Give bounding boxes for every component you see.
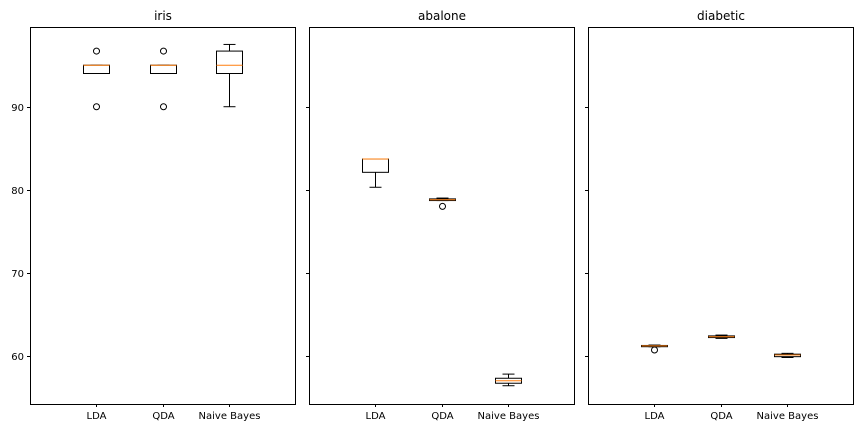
panel-frame (588, 27, 854, 405)
panel-title: iris (154, 9, 172, 23)
panel-title: diabetic (697, 9, 745, 23)
y-tick-label: 60 (11, 352, 24, 363)
box-iqr (216, 50, 243, 75)
x-tick-label: LDA (645, 411, 665, 422)
x-tick-label: LDA (87, 411, 107, 422)
outlier-point (93, 47, 100, 55)
box-lda (641, 344, 668, 354)
y-tick-label: 80 (11, 186, 24, 197)
box-lda (83, 47, 110, 111)
x-tick-label: Naive Bayes (757, 411, 819, 422)
outlier-point (160, 47, 167, 55)
box-lda (362, 158, 389, 188)
outlier-point (651, 346, 658, 354)
y-tick-label: 90 (11, 103, 24, 114)
panel-abalone (306, 27, 575, 407)
x-tick-label: QDA (152, 411, 174, 422)
panel-frame (309, 27, 575, 405)
box-naive-bayes (774, 352, 801, 358)
outlier-point (439, 202, 446, 210)
x-tick-label: LDA (366, 411, 386, 422)
box-iqr (83, 64, 110, 75)
box-qda (708, 334, 735, 339)
box-qda (150, 47, 177, 111)
y-tick-label: 70 (11, 269, 24, 280)
panel-title: abalone (418, 9, 466, 23)
box-iqr (362, 158, 389, 173)
x-tick-label: QDA (710, 411, 732, 422)
box-naive-bayes (216, 43, 243, 108)
x-tick-label: Naive Bayes (199, 411, 261, 422)
x-tick-label: Naive Bayes (478, 411, 540, 422)
box-qda (429, 197, 456, 210)
panel-diabetic (585, 27, 854, 407)
box-naive-bayes (495, 373, 522, 387)
panel-iris (27, 27, 296, 407)
outlier-point (93, 103, 100, 111)
outlier-point (160, 103, 167, 111)
panel-frame (30, 27, 296, 405)
box-iqr (150, 64, 177, 75)
x-tick-label: QDA (431, 411, 453, 422)
